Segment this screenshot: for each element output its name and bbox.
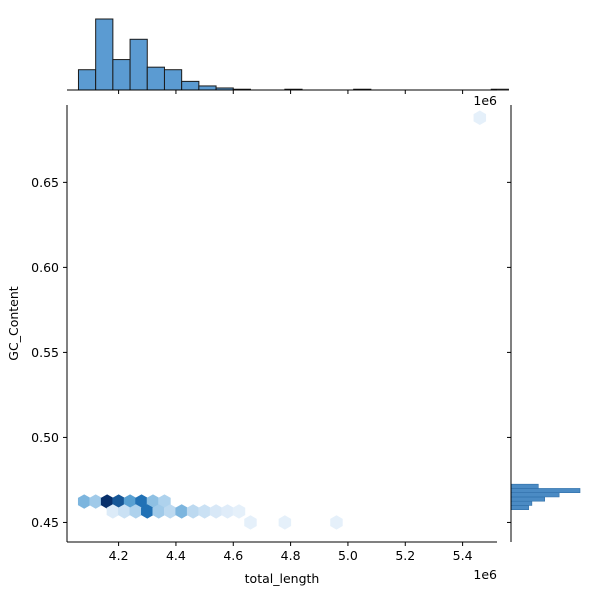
hexbin-cell	[100, 494, 114, 509]
x-offset-text: 1e6	[473, 567, 497, 582]
right-marginal-histogram	[510, 483, 581, 510]
hexbin-cell	[163, 504, 177, 519]
x-axis-label: total_length	[245, 571, 320, 586]
top-histogram-bar	[77, 69, 97, 91]
hexbin-cell	[186, 504, 200, 519]
y-tick-label: 0.60	[31, 260, 59, 275]
hexbin-cell	[112, 494, 125, 509]
top-histogram-bar	[95, 18, 114, 91]
hexbin-cell	[141, 504, 154, 519]
hexbin-cell	[330, 515, 343, 530]
right-histogram-bar	[510, 500, 533, 506]
right-histogram-bar	[510, 496, 545, 502]
hexbin-cell	[278, 515, 292, 530]
hexbin-cell	[146, 494, 160, 509]
hexbin-cell	[135, 494, 148, 509]
top-histogram-bar	[112, 59, 131, 91]
x-tick-label: 4.8	[281, 548, 301, 563]
hexbin-cell	[473, 110, 487, 125]
hexbin-cell	[158, 494, 171, 509]
hexbin-cell	[89, 494, 102, 509]
main-axes: 4.2 4.4 4.6 4.8 5.0 5.2 5.4 0.45 0.50 0.55 0.60 0.6…	[31, 90, 511, 563]
x-tick-label: 5.4	[453, 548, 473, 563]
x-tick-label: 4.2	[109, 548, 129, 563]
hexbin-cell	[152, 504, 165, 519]
top-histogram-bar	[146, 66, 165, 91]
right-histogram-bar	[510, 492, 560, 498]
y-axis-label: GC_Content	[6, 286, 21, 360]
hexbin-layer	[77, 110, 487, 530]
x-tick-label: 5.0	[338, 548, 358, 563]
hexbin-cell	[232, 504, 246, 519]
hexbin-cell	[77, 494, 91, 509]
y-tick-label: 0.50	[31, 430, 59, 445]
right-histogram-bar	[510, 488, 581, 493]
hexbin-cell	[175, 504, 188, 519]
y-tick-label: 0.55	[31, 345, 59, 360]
right-histogram-bar	[510, 483, 539, 489]
hexbin-cell	[106, 504, 120, 519]
top-marginal-histogram	[77, 18, 509, 91]
hexbin-cell	[221, 504, 234, 519]
x-tick-label: 5.2	[395, 548, 415, 563]
y-tick-label: 0.65	[31, 175, 59, 190]
hexbin-cell	[244, 515, 257, 530]
hexbin-cell	[123, 494, 137, 509]
right-histogram-bar	[510, 505, 529, 510]
top-histogram-bar	[198, 85, 217, 91]
x-tick-label: 4.6	[223, 548, 243, 563]
top-histogram-bar	[129, 38, 148, 91]
top-histogram-bar	[163, 69, 183, 91]
hexbin-cell	[118, 504, 131, 519]
hexbin-cell	[198, 504, 211, 519]
top-x-offset-text: 1e6	[473, 93, 497, 108]
hexbin-cell	[209, 504, 223, 519]
hexbin-cell	[129, 504, 143, 519]
top-histogram-bar	[181, 80, 200, 91]
y-tick-label: 0.45	[31, 515, 59, 530]
x-tick-label: 4.4	[166, 548, 186, 563]
